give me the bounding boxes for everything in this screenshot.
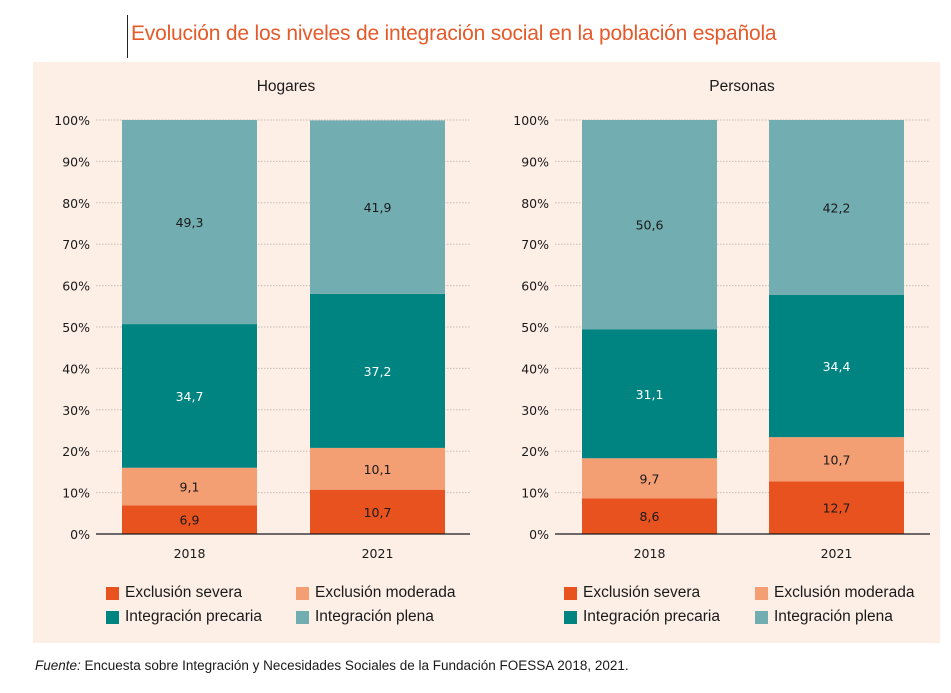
bar-segment-exclusion-moderada — [310, 447, 445, 490]
legend-swatch — [106, 610, 119, 624]
y-tick-label-hogares: 60% — [62, 279, 90, 294]
legend-swatch — [564, 610, 577, 624]
legend-label: Integración precaria — [125, 608, 262, 625]
y-tick-label-personas: 10% — [521, 486, 549, 501]
x-tick-label: 2021 — [362, 546, 394, 561]
y-tick-label-hogares: 100% — [54, 113, 90, 128]
bar-segment-exclusion-severa — [122, 505, 257, 534]
data-label: 50,6 — [636, 218, 664, 233]
y-tick-label-personas: 80% — [521, 196, 549, 211]
legend-item-integracion-plena: Integración plena — [755, 608, 893, 626]
legend-item-integracion-plena: Integración plena — [296, 608, 434, 626]
legend-swatch — [755, 586, 768, 600]
legend-item-integracion-precaria: Integración precaria — [106, 608, 262, 626]
legend-label: Exclusión moderada — [315, 584, 456, 601]
footnote-prefix: Fuente: — [35, 658, 81, 673]
legend-item-integracion-precaria: Integración precaria — [564, 608, 720, 626]
bar-segment-exclusion-moderada — [122, 467, 257, 506]
data-label: 12,7 — [823, 501, 851, 516]
subplot-title-personas: Personas — [709, 78, 775, 95]
bar-segment-integracion-precaria — [122, 324, 257, 468]
bar-segment-integracion-plena — [582, 120, 717, 330]
x-tick-label: 2018 — [174, 546, 206, 561]
y-tick-label-hogares: 80% — [62, 196, 90, 211]
x-tick-label: 2021 — [821, 546, 853, 561]
data-label: 10,7 — [364, 505, 392, 520]
chart-title: Evolución de los niveles de integración … — [131, 22, 777, 45]
bar-segment-integracion-plena — [122, 120, 257, 325]
legend-item-exclusion-moderada: Exclusión moderada — [296, 584, 455, 602]
bar-segment-integracion-plena — [769, 120, 904, 295]
bar-segment-integracion-precaria — [769, 294, 904, 438]
bar-segment-exclusion-moderada — [769, 437, 904, 482]
bar-segment-integracion-plena — [310, 120, 445, 294]
data-label: 34,4 — [823, 359, 851, 374]
data-label: 10,1 — [364, 462, 392, 477]
bar-segment-exclusion-moderada — [582, 458, 717, 499]
legend-label: Exclusión severa — [125, 584, 243, 601]
y-tick-label-hogares: 10% — [62, 486, 90, 501]
legend-label: Integración plena — [315, 608, 434, 625]
subplot-title-hogares: Hogares — [257, 78, 316, 95]
legend-swatch — [296, 610, 309, 624]
data-label: 41,9 — [364, 200, 392, 215]
y-tick-label-personas: 70% — [521, 237, 549, 252]
legend-item-exclusion-severa: Exclusión severa — [106, 584, 242, 602]
y-tick-label-personas: 60% — [521, 279, 549, 294]
y-tick-label-hogares: 50% — [62, 320, 90, 335]
data-label: 49,3 — [176, 215, 204, 230]
legend-swatch — [564, 586, 577, 600]
legend-label: Integración plena — [774, 608, 893, 625]
bar-segment-exclusion-severa — [769, 481, 904, 534]
data-label: 42,2 — [823, 200, 851, 215]
y-tick-label-hogares: 70% — [62, 237, 90, 252]
legend-label: Integración precaria — [583, 608, 720, 625]
data-label: 31,1 — [636, 387, 664, 402]
y-tick-label-personas: 100% — [513, 113, 549, 128]
bar-segment-integracion-precaria — [310, 293, 445, 448]
footnote: Fuente: Encuesta sobre Integración y Nec… — [35, 658, 629, 673]
y-tick-label-hogares: 90% — [62, 154, 90, 169]
data-label: 9,1 — [180, 480, 200, 495]
y-tick-label-personas: 0% — [529, 527, 549, 542]
legend-swatch — [755, 610, 768, 624]
legend-swatch — [106, 586, 119, 600]
data-label: 34,7 — [176, 389, 204, 404]
y-tick-label-hogares: 0% — [70, 527, 90, 542]
data-label: 6,9 — [180, 513, 200, 528]
y-tick-label-personas: 20% — [521, 444, 549, 459]
y-tick-label-hogares: 40% — [62, 361, 90, 376]
bar-segment-integracion-precaria — [582, 329, 717, 459]
data-label: 10,7 — [823, 452, 851, 467]
footnote-text: Encuesta sobre Integración y Necesidades… — [80, 658, 629, 673]
x-tick-label: 2018 — [634, 546, 666, 561]
bar-segment-exclusion-severa — [310, 489, 445, 534]
y-tick-label-personas: 40% — [521, 361, 549, 376]
legend-label: Exclusión moderada — [774, 584, 915, 601]
legend-label: Exclusión severa — [583, 584, 701, 601]
legend-item-exclusion-severa: Exclusión severa — [564, 584, 700, 602]
data-label: 8,6 — [640, 509, 660, 524]
legend-swatch — [296, 586, 309, 600]
y-tick-label-hogares: 20% — [62, 444, 90, 459]
legend-item-exclusion-moderada: Exclusión moderada — [755, 584, 914, 602]
data-label: 37,2 — [364, 364, 392, 379]
title-accent-bar — [127, 15, 128, 58]
y-tick-label-hogares: 30% — [62, 403, 90, 418]
y-tick-label-personas: 30% — [521, 403, 549, 418]
bar-segment-exclusion-severa — [582, 498, 717, 534]
y-tick-label-personas: 50% — [521, 320, 549, 335]
data-label: 9,7 — [640, 471, 660, 486]
y-tick-label-personas: 90% — [521, 154, 549, 169]
